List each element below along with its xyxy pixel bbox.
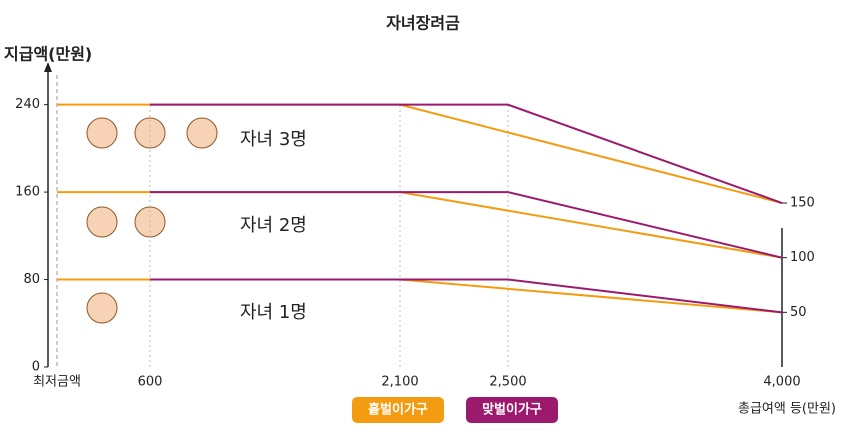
annotation: 자녀 2명 [240,215,307,236]
y-tick-label: 240 [15,97,40,112]
line [57,278,783,314]
x-tick-label: 2,500 [489,375,526,390]
line [57,191,783,259]
x-axis-title: 총급여액 등(만원) [738,402,836,417]
y-tick-label: 80 [23,272,40,287]
legend-swatch [352,397,444,423]
legend-swatch [466,397,558,423]
y-tick-label: 160 [15,185,40,200]
y2-tick-label: 50 [790,305,807,320]
line [150,103,783,204]
faces [86,117,218,324]
y2-tick-label: 150 [790,196,815,211]
line [150,191,783,259]
chart-title: 자녀장려금 [386,14,460,33]
legend-label: 맞벌이가구 [482,402,542,418]
line [150,278,783,314]
x-tick-label: 600 [138,375,163,390]
line [57,103,783,205]
y-tick-label: 0 [32,360,40,375]
x-tick-label: 4,000 [763,375,800,390]
x-tick-label: 최저금액 [33,375,81,390]
y2-tick-label: 100 [790,250,815,265]
x-tick-label: 2,100 [381,375,418,390]
annotation: 자녀 3명 [240,129,307,150]
legend-label: 홑벌이가구 [368,402,428,418]
annotation: 자녀 1명 [240,302,307,323]
axis-arrow [44,62,52,72]
y-axis-title: 지급액(만원) [4,45,92,64]
